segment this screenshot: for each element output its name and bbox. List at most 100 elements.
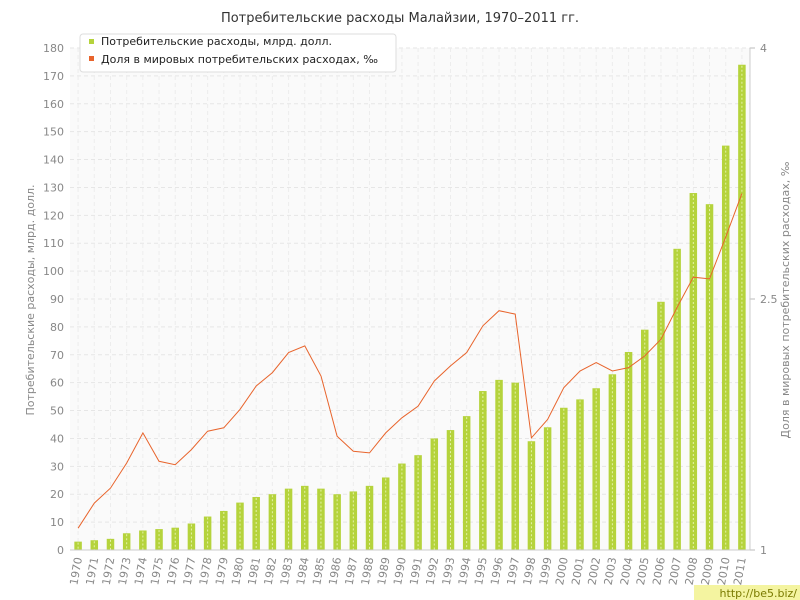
- y2-tick-label: 1: [760, 544, 767, 557]
- bar: [511, 382, 519, 550]
- bar: [122, 533, 131, 550]
- y-tick-label: 130: [43, 181, 64, 194]
- x-tick-label: 2005: [634, 556, 652, 586]
- x-tick-label: 1970: [67, 556, 85, 586]
- x-tick-label: 1979: [213, 556, 231, 586]
- x-tick-label: 1973: [116, 556, 134, 586]
- bar: [203, 516, 212, 550]
- x-tick-label: 1988: [359, 556, 377, 586]
- y-tick-label: 80: [50, 321, 64, 334]
- bar: [301, 485, 309, 550]
- x-tick-label: 2003: [602, 556, 620, 586]
- bar: [171, 527, 179, 550]
- chart-title: Потребительские расходы Малайзии, 1970–2…: [221, 11, 579, 26]
- left-axis-ticks: 0 10 20 30 40 50 60 70 80 90 100 110 120 130 140 150 160…: [43, 42, 64, 557]
- x-tick-label: 1997: [505, 556, 523, 586]
- x-tick-label: 1981: [245, 556, 263, 586]
- y-tick-label: 60: [50, 377, 64, 390]
- x-tick-label: 1977: [181, 556, 199, 586]
- x-tick-label: 1989: [375, 556, 393, 586]
- y-tick-label: 110: [43, 237, 64, 250]
- bar: [430, 438, 439, 550]
- x-tick-label: 1972: [100, 556, 118, 586]
- y-tick-label: 170: [43, 70, 64, 83]
- x-tick-label: 1993: [440, 556, 458, 586]
- y-tick-label: 30: [50, 460, 64, 473]
- x-tick-label: 2001: [569, 556, 587, 586]
- bar: [705, 204, 714, 550]
- x-tick-label: 2011: [731, 556, 749, 586]
- bar: [333, 494, 341, 550]
- x-tick-label: 1994: [456, 556, 474, 586]
- x-tick-label: 1995: [472, 556, 490, 586]
- y-tick-label: 0: [57, 544, 64, 557]
- bar-series: [74, 64, 746, 551]
- y-tick-label: 100: [43, 265, 64, 278]
- bar: [398, 463, 406, 550]
- x-tick-label: 1975: [148, 556, 166, 586]
- y-tick-label: 140: [43, 154, 64, 167]
- y-tick-label: 10: [50, 516, 64, 529]
- y-tick-label: 90: [50, 293, 64, 306]
- legend-swatch-line: [89, 56, 94, 61]
- bar: [446, 430, 455, 550]
- right-axis-ticks: 12.54: [750, 42, 778, 557]
- watermark-background: [694, 585, 800, 600]
- left-axis-label: Потребительские расходы, млрд. долл.: [24, 185, 37, 416]
- y-tick-label: 180: [43, 42, 64, 55]
- y-tick-label: 50: [50, 405, 64, 418]
- bar: [560, 407, 568, 550]
- bar: [592, 388, 600, 550]
- watermark: http://be5.biz/: [720, 587, 798, 600]
- x-tick-label: 1996: [488, 556, 506, 586]
- bar: [90, 540, 99, 550]
- bar: [220, 510, 228, 550]
- x-tick-label: 1985: [310, 556, 328, 586]
- y-tick-label: 40: [50, 432, 64, 445]
- y-tick-label: 150: [43, 126, 64, 139]
- bar: [624, 351, 633, 550]
- legend-label-bar: Потребительские расходы, млрд. долл.: [101, 35, 332, 48]
- legend-box: [79, 33, 397, 73]
- x-tick-label: 2004: [618, 556, 636, 586]
- bar: [576, 399, 584, 550]
- x-tick-label: 2010: [715, 556, 733, 586]
- legend-label-line: Доля в мировых потребительских расходах,…: [101, 53, 378, 66]
- x-axis-ticks: 1970197119721973197419751976197719781979…: [67, 556, 748, 586]
- x-tick-label: 2006: [650, 556, 668, 586]
- right-axis-label: Доля в мировых потребительских расходах,…: [779, 161, 792, 438]
- x-tick-label: 1976: [165, 556, 183, 586]
- y-tick-label: 160: [43, 98, 64, 111]
- x-tick-label: 1978: [197, 556, 215, 586]
- x-tick-label: 1986: [326, 556, 344, 586]
- bar: [236, 502, 244, 550]
- bar: [657, 301, 665, 550]
- x-tick-label: 2002: [585, 556, 603, 586]
- legend-swatch-bar: [89, 39, 94, 44]
- y2-tick-label: 4: [760, 42, 767, 55]
- x-tick-label: 1984: [294, 556, 312, 586]
- x-tick-label: 1980: [229, 556, 247, 586]
- x-tick-label: 1998: [521, 556, 539, 586]
- y-tick-label: 120: [43, 209, 64, 222]
- x-tick-label: 2008: [683, 556, 701, 586]
- x-tick-label: 1982: [262, 556, 280, 586]
- x-tick-label: 2007: [666, 556, 684, 586]
- bar: [74, 541, 82, 550]
- y2-tick-label: 2.5: [760, 293, 778, 306]
- y-tick-label: 70: [50, 349, 64, 362]
- x-tick-label: 1987: [343, 556, 361, 586]
- bar: [268, 494, 277, 550]
- legend: Потребительские расходы, млрд. долл. Дол…: [79, 33, 397, 73]
- x-tick-label: 1999: [537, 556, 555, 586]
- x-tick-label: 1983: [278, 556, 296, 586]
- bar: [365, 485, 374, 550]
- x-tick-label: 1971: [84, 556, 102, 586]
- share-line: [77, 193, 743, 529]
- x-tick-label: 1974: [132, 556, 150, 586]
- x-tick-label: 1990: [391, 556, 409, 586]
- x-tick-label: 1992: [424, 556, 442, 586]
- x-tick-label: 2000: [553, 556, 571, 586]
- bar: [608, 374, 617, 550]
